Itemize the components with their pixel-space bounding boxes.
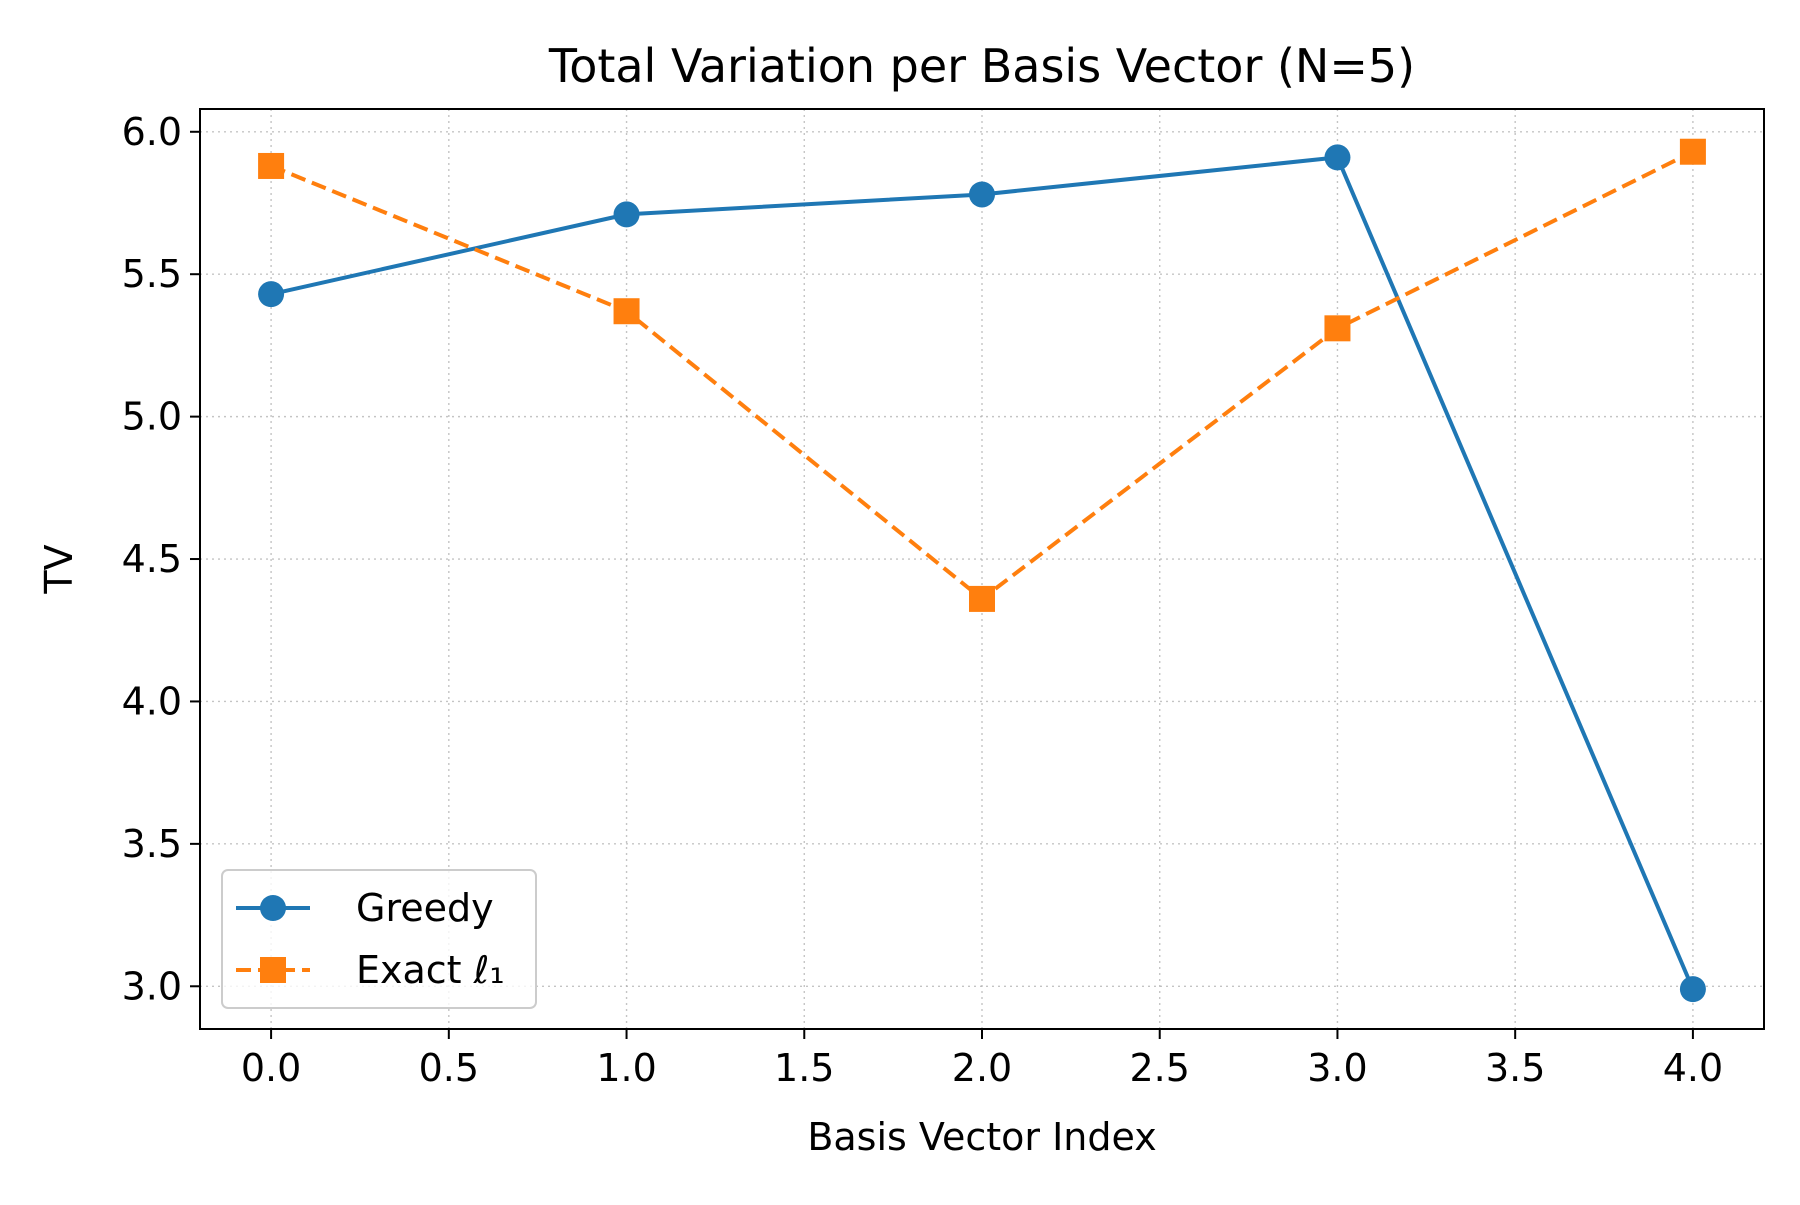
- data-point: [969, 585, 995, 612]
- legend-items: Greedy Exact ℓ₁: [236, 886, 505, 992]
- y-tick-label: 4.5: [122, 537, 182, 581]
- axis-ticks: 0.0 0.5 1.0 1.5 2.0 2.5 3.0 3.5 4.0 3.0 3.5 4.0 4.5 5…: [122, 110, 1724, 1090]
- data-point: [1324, 315, 1351, 342]
- y-tick-label: 6.0: [122, 110, 182, 154]
- x-tick-label: 3.5: [1485, 1046, 1545, 1090]
- x-tick-label: 1.0: [596, 1046, 656, 1090]
- x-tick-label: 1.5: [774, 1046, 834, 1090]
- legend-marker: [260, 957, 286, 983]
- y-tick-label: 5.5: [122, 252, 182, 296]
- data-point: [258, 281, 285, 308]
- x-tick-label: 0.5: [419, 1046, 479, 1090]
- series-group: [258, 138, 1706, 1003]
- x-tick-label: 2.5: [1130, 1046, 1190, 1090]
- legend-marker: [260, 895, 286, 921]
- legend-label: Greedy: [356, 886, 494, 930]
- chart-title: Total Variation per Basis Vector (N=5): [548, 39, 1415, 93]
- y-tick-label: 5.0: [122, 395, 182, 439]
- x-tick-label: 2.0: [952, 1046, 1012, 1090]
- grid: [200, 109, 1764, 1029]
- x-tick-label: 0.0: [241, 1046, 301, 1090]
- legend-box: [221, 869, 537, 1009]
- x-tick-label: 3.0: [1307, 1046, 1367, 1090]
- series-1: [258, 144, 1706, 1003]
- data-point: [1679, 138, 1706, 165]
- legend-entry: Exact ℓ₁: [236, 948, 505, 992]
- y-tick-label: 4.0: [122, 679, 182, 723]
- y-tick-label: 3.0: [122, 964, 182, 1008]
- data-point: [969, 181, 995, 208]
- legend: Greedy Exact ℓ₁: [221, 869, 537, 1009]
- data-point: [613, 201, 640, 228]
- data-point: [1324, 144, 1351, 171]
- legend-entry: Greedy: [236, 886, 494, 930]
- x-tick-label: 4.0: [1663, 1046, 1723, 1090]
- y-tick-label: 3.5: [122, 822, 182, 866]
- data-point: [1679, 976, 1706, 1003]
- series-2: [258, 138, 1706, 612]
- legend-label: Exact ℓ₁: [356, 948, 505, 992]
- y-axis-title: TV: [37, 544, 81, 594]
- data-point: [613, 298, 640, 325]
- data-point: [258, 152, 285, 179]
- x-axis-title: Basis Vector Index: [807, 1115, 1156, 1159]
